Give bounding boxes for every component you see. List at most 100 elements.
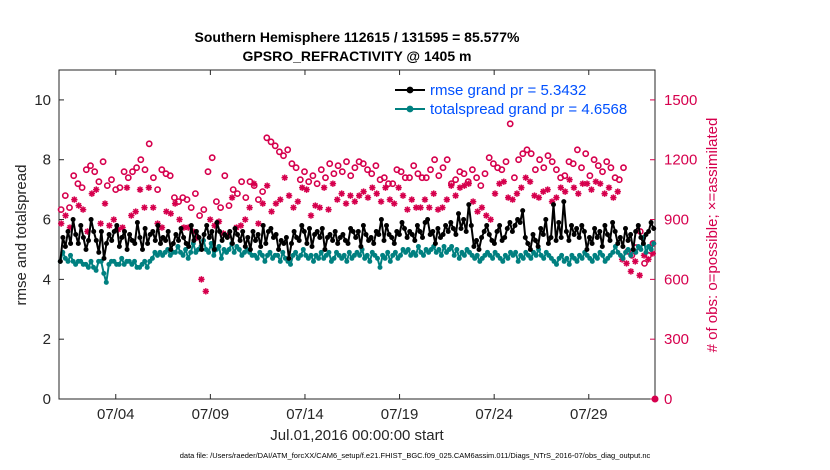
rmse-point xyxy=(635,223,641,228)
obs-assimilated-point xyxy=(312,202,319,209)
obs-assimilated-point xyxy=(106,222,113,229)
obs-assimilated-point xyxy=(250,180,258,187)
obs-possible-point xyxy=(553,166,560,174)
totalspread-point xyxy=(175,244,181,249)
obs-assimilated-point xyxy=(163,208,170,215)
legend-totalspread-marker xyxy=(406,105,414,113)
rmse-point xyxy=(425,217,431,222)
obs-possible-point xyxy=(620,164,627,172)
rmse-point xyxy=(463,229,469,234)
obs-possible-point xyxy=(406,174,413,182)
obs-assimilated-point xyxy=(145,184,153,191)
y-axis-label: rmse and totalspread xyxy=(13,165,30,306)
obs-assimilated-point xyxy=(79,206,87,213)
rmse-point xyxy=(615,241,621,246)
obs-possible-point xyxy=(468,166,476,174)
x-tick-label: 07/04 xyxy=(97,406,135,423)
rmse-point xyxy=(497,223,503,228)
obs-assimilated-point xyxy=(509,196,516,203)
rmse-point xyxy=(124,247,130,252)
obs-assimilated-point xyxy=(351,198,359,205)
rmse-point xyxy=(610,220,616,225)
obs-assimilated-point xyxy=(360,188,367,195)
rmse-point xyxy=(525,241,531,246)
rmse-point xyxy=(116,244,122,249)
obs-assimilated-point xyxy=(150,204,157,211)
obs-possible-point xyxy=(242,194,250,201)
obs-possible-point xyxy=(284,146,292,154)
rmse-point xyxy=(196,235,202,240)
obs-possible-point xyxy=(506,120,514,128)
rmse-point xyxy=(476,247,482,252)
totalspread-point xyxy=(554,261,559,267)
obs-assimilated-point xyxy=(518,184,525,191)
obs-assimilated-point xyxy=(285,192,293,199)
totalspread-point xyxy=(643,249,649,255)
rmse-point xyxy=(576,235,582,240)
rmse-point xyxy=(70,217,76,222)
rmse-point xyxy=(512,223,518,228)
rmse-point xyxy=(314,229,320,234)
obs-possible-point xyxy=(124,174,132,182)
obs-possible-point xyxy=(615,176,623,184)
obs-possible-point xyxy=(334,162,342,170)
rmse-point xyxy=(296,238,302,243)
rmse-point xyxy=(186,244,192,249)
obs-assimilated-point xyxy=(465,180,472,187)
rmse-point xyxy=(173,232,179,237)
totalspread-point xyxy=(308,252,314,258)
obs-possible-point xyxy=(99,158,107,166)
totalspread-point xyxy=(600,252,606,258)
obs-possible-point xyxy=(74,180,82,188)
totalspread-point xyxy=(275,252,281,258)
rmse-point xyxy=(491,241,497,246)
obs-assimilated-point xyxy=(167,210,174,217)
totalspread-point xyxy=(364,252,370,258)
rmse-point xyxy=(73,232,79,237)
rmse-point xyxy=(355,229,361,234)
totalspread-point xyxy=(490,255,496,261)
obs-assimilated-point xyxy=(211,222,218,229)
rmse-point xyxy=(211,247,217,252)
rmse-point xyxy=(199,247,205,252)
rmse-point xyxy=(327,232,333,237)
totalspread-point xyxy=(628,252,634,258)
rmse-point xyxy=(350,229,356,234)
y-right-tick-label: 1200 xyxy=(664,152,697,169)
rmse-point xyxy=(461,217,467,222)
rmse-point xyxy=(368,235,374,240)
rmse-point xyxy=(165,229,171,234)
obs-possible-point xyxy=(414,170,422,178)
totalspread-point xyxy=(180,252,186,258)
rmse-point xyxy=(440,232,446,237)
rmse-point xyxy=(60,235,66,240)
rmse-point xyxy=(597,229,603,234)
obs-possible-point xyxy=(359,160,367,168)
obs-possible-point xyxy=(489,160,497,168)
totalspread-point xyxy=(101,270,107,276)
obs-assimilated-point xyxy=(386,196,394,203)
rmse-point xyxy=(263,241,269,246)
obs-assimilated-point xyxy=(426,204,433,211)
obs-possible-point xyxy=(443,156,451,164)
obs-assimilated-point xyxy=(623,260,630,267)
rmse-point xyxy=(486,232,492,237)
obs-assimilated-point xyxy=(579,180,586,187)
rmse-point xyxy=(253,238,258,243)
obs-possible-point xyxy=(343,158,350,166)
obs-possible-point xyxy=(313,180,321,188)
y-right-tick-label: 900 xyxy=(664,212,689,229)
rmse-point xyxy=(68,241,74,246)
obs-assimilated-point xyxy=(202,288,210,295)
rmse-point xyxy=(417,229,423,234)
obs-possible-point xyxy=(422,174,430,182)
obs-possible-point xyxy=(594,162,602,170)
obs-assimilated-point xyxy=(561,188,569,195)
obs-possible-point xyxy=(91,168,99,176)
obs-possible-point xyxy=(599,168,606,176)
rmse-point xyxy=(114,223,120,228)
obs-assimilated-point xyxy=(640,252,648,259)
totalspread-point xyxy=(326,249,332,255)
totalspread-point xyxy=(413,252,419,258)
totalspread-point xyxy=(515,258,521,264)
